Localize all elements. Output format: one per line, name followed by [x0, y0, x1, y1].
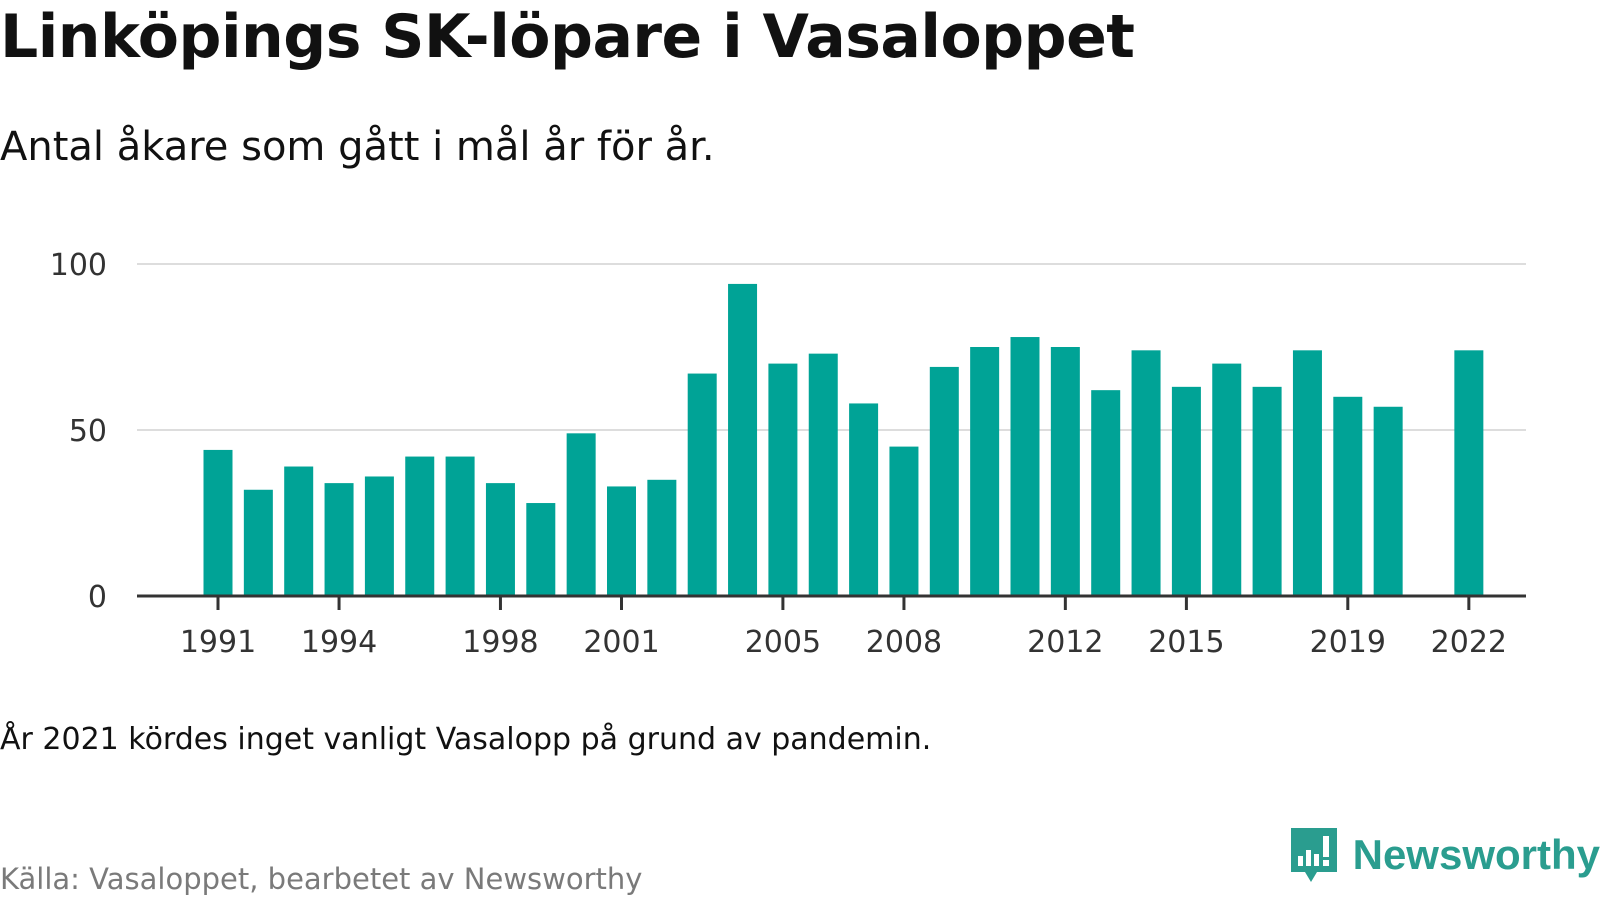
bar — [1010, 337, 1040, 596]
bar — [243, 489, 273, 596]
x-tick-label: 1998 — [462, 625, 538, 660]
bar — [687, 373, 717, 596]
source-credit: Källa: Vasaloppet, bearbetet av Newswort… — [0, 862, 643, 896]
bar — [1373, 406, 1403, 596]
chart-title: Linköpings SK-löpare i Vasaloppet — [0, 2, 1135, 72]
bar — [405, 456, 435, 596]
brand-name: Newsworthy — [1352, 831, 1600, 878]
bar — [889, 446, 919, 596]
bar — [1252, 386, 1282, 596]
bar — [324, 483, 354, 596]
newsworthy-logo-icon — [1290, 828, 1337, 882]
bar-chart: 0 50 100 1991 1994 1998 2001 2005 2008 2012 2015 20… — [50, 248, 1526, 660]
tick-labels: 0 50 100 1991 1994 1998 2001 2005 2008 2012 2015 20… — [50, 248, 1507, 660]
bar — [1050, 347, 1080, 596]
bar — [1454, 350, 1484, 596]
bar — [445, 456, 475, 596]
bar — [808, 353, 838, 596]
x-tick-label: 1991 — [180, 625, 256, 660]
chart-note: År 2021 kördes inget vanligt Vasalopp på… — [0, 722, 932, 757]
bar — [1292, 350, 1322, 596]
y-tick-label: 50 — [69, 414, 107, 449]
chart-subtitle: Antal åkare som gått i mål år för år. — [0, 124, 715, 170]
x-tick-label: 1994 — [301, 625, 377, 660]
bar — [1131, 350, 1161, 596]
bar — [566, 433, 596, 596]
x-tick-label: 2008 — [866, 625, 942, 660]
bar — [647, 479, 677, 596]
y-tick-label: 0 — [88, 580, 107, 615]
x-axis — [137, 594, 1526, 610]
bar — [728, 283, 758, 596]
x-tick-label: 2022 — [1431, 625, 1507, 660]
x-tick-label: 2015 — [1148, 625, 1224, 660]
bar — [1212, 363, 1242, 596]
y-tick-label: 100 — [50, 248, 107, 283]
bar — [1333, 396, 1363, 596]
newsworthy-brand: Newsworthy — [1287, 826, 1600, 884]
bar — [607, 486, 636, 596]
bar — [1091, 390, 1121, 596]
bar — [203, 449, 233, 596]
bar — [284, 466, 314, 596]
bar — [485, 483, 515, 596]
bars — [203, 283, 1484, 596]
bar — [526, 503, 556, 596]
bar — [364, 476, 394, 596]
bar — [768, 363, 798, 596]
x-tick-label: 2012 — [1027, 625, 1103, 660]
x-tick-label: 2019 — [1310, 625, 1386, 660]
x-tick-label: 2001 — [583, 625, 659, 660]
bar — [970, 347, 1000, 596]
bar — [929, 366, 959, 596]
bar — [1171, 386, 1201, 596]
bar — [849, 403, 879, 596]
x-tick-label: 2005 — [745, 625, 821, 660]
